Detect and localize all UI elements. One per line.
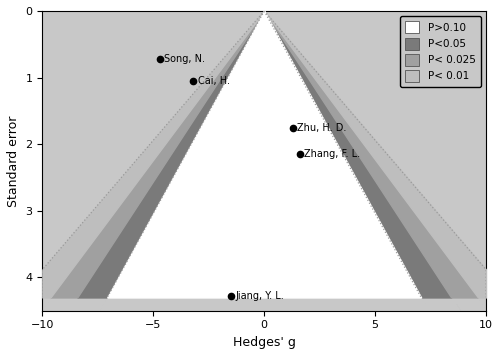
Text: Zhang, F. L.: Zhang, F. L. xyxy=(304,149,360,159)
Text: Song, N.: Song, N. xyxy=(164,54,205,64)
Text: Jiang, Y. L.: Jiang, Y. L. xyxy=(236,291,284,301)
X-axis label: Hedges' g: Hedges' g xyxy=(233,336,296,349)
Y-axis label: Standard error: Standard error xyxy=(7,115,20,206)
Text: Cai, H.: Cai, H. xyxy=(198,76,230,86)
Text: Zhu, H. D.: Zhu, H. D. xyxy=(298,122,347,132)
Legend: P>0.10, P<0.05, P< 0.025, P< 0.01: P>0.10, P<0.05, P< 0.025, P< 0.01 xyxy=(400,16,481,87)
